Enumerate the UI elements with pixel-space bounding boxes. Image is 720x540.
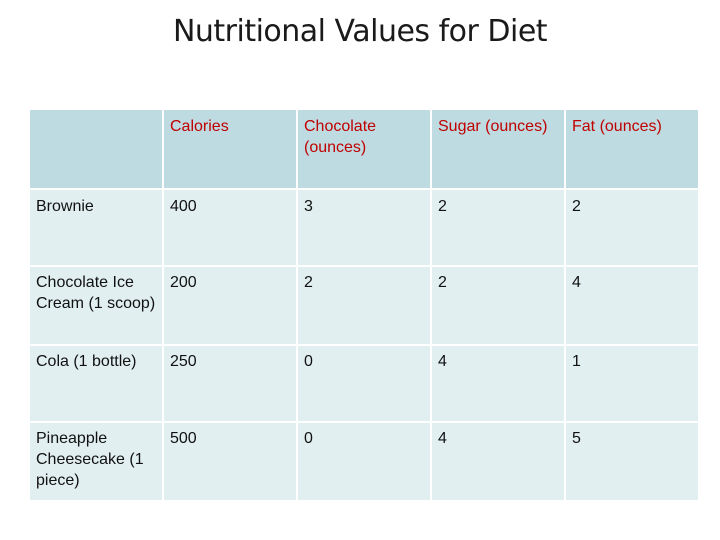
column-header-sugar: Sugar (ounces) [430,108,566,190]
table-row: Brownie 400 3 2 2 [28,188,700,267]
table-cell: 0 [296,344,432,423]
table-cell: 500 [162,421,298,502]
table-cell: 4 [430,344,566,423]
table-cell: 2 [564,188,700,267]
table-cell: 4 [430,421,566,502]
page-title: Nutritional Values for Diet [172,14,548,49]
nutrition-table: Calories Chocolate (ounces) Sugar (ounce… [28,108,700,502]
table-header-row: Calories Chocolate (ounces) Sugar (ounce… [28,108,700,190]
table-row: Chocolate Ice Cream (1 scoop) 200 2 2 4 [28,265,700,346]
table-cell: 4 [564,265,700,346]
table-cell: 2 [430,188,566,267]
table-cell: 250 [162,344,298,423]
row-label: Chocolate Ice Cream (1 scoop) [28,265,164,346]
table-cell: 1 [564,344,700,423]
table-corner-cell [28,108,164,190]
table-cell: 2 [296,265,432,346]
column-header-chocolate: Chocolate (ounces) [296,108,432,190]
table-row: Pineapple Cheesecake (1 piece) 500 0 4 5 [28,421,700,502]
column-header-calories: Calories [162,108,298,190]
table-row: Cola (1 bottle) 250 0 4 1 [28,344,700,423]
table-cell: 3 [296,188,432,267]
table-cell: 2 [430,265,566,346]
table-cell: 5 [564,421,700,502]
table-cell: 400 [162,188,298,267]
row-label: Brownie [28,188,164,267]
row-label: Cola (1 bottle) [28,344,164,423]
row-label: Pineapple Cheesecake (1 piece) [28,421,164,502]
table-cell: 0 [296,421,432,502]
column-header-fat: Fat (ounces) [564,108,700,190]
table-cell: 200 [162,265,298,346]
